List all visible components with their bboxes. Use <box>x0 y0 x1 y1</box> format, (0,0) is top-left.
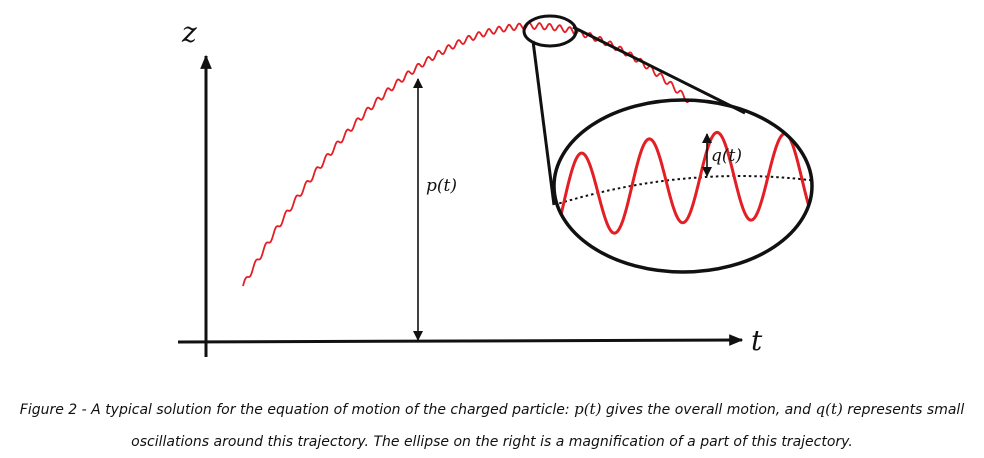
magnified-view <box>554 130 812 241</box>
magnifier-connector-left <box>531 40 556 206</box>
caption-line-2: oscillations around this trajectory. The… <box>131 434 853 450</box>
magnifier-small-ellipse <box>522 14 578 48</box>
caption-q-symbol: q(t) <box>815 400 843 418</box>
caption-p-symbol: p(t) <box>574 400 602 418</box>
magnified-oscillation <box>554 130 812 241</box>
caption-text-1a: Figure 2 - A typical solution for the eq… <box>19 402 575 418</box>
mean-path-dotted <box>554 175 812 206</box>
z-axis-label: z <box>181 16 197 49</box>
q-label: q(t) <box>711 146 742 166</box>
figure-caption: Figure 2 - A typical solution for the eq… <box>0 393 984 458</box>
t-axis <box>177 334 744 346</box>
caption-text-1b: gives the overall motion, and <box>601 402 816 418</box>
trajectory-figure: z t p(t) q(t) <box>177 14 814 357</box>
magnifier-connector-right <box>572 25 746 115</box>
p-label: p(t) <box>426 176 457 196</box>
oscillating-trajectory <box>242 22 690 287</box>
magnifier-large-ellipse <box>552 98 814 274</box>
caption-line-1: Figure 2 - A typical solution for the eq… <box>0 393 984 426</box>
t-axis-label: t <box>751 324 763 357</box>
caption-text-1c: represents small <box>842 402 965 418</box>
